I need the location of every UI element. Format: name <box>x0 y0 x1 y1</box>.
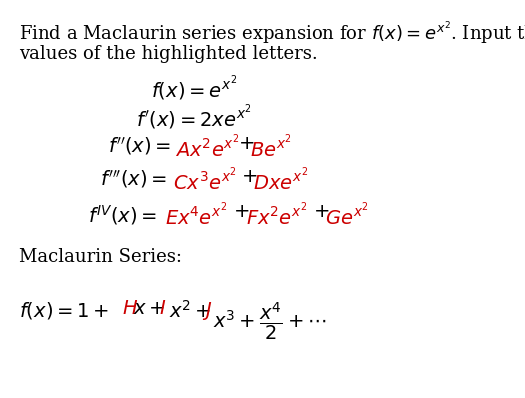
Text: $Be^{x^2}$: $Be^{x^2}$ <box>250 135 292 161</box>
Text: $+$: $+$ <box>238 135 255 153</box>
Text: values of the highlighted letters.: values of the highlighted letters. <box>19 45 318 63</box>
Text: Find a Maclaurin series expansion for $f(x) = e^{x^2}$. Input the: Find a Maclaurin series expansion for $f… <box>19 20 525 47</box>
Text: $Cx^3e^{x^2}$: $Cx^3e^{x^2}$ <box>173 168 237 194</box>
Text: $Ge^{x^2}$: $Ge^{x^2}$ <box>325 203 369 229</box>
Text: $x^2 + $: $x^2 + $ <box>169 300 212 322</box>
Text: $I$: $I$ <box>159 300 166 318</box>
Text: $H$: $H$ <box>122 300 138 318</box>
Text: $Ex^4e^{x^2}$: $Ex^4e^{x^2}$ <box>165 203 228 229</box>
Text: $Fx^2e^{x^2}$: $Fx^2e^{x^2}$ <box>246 203 307 229</box>
Text: $+$: $+$ <box>234 203 250 221</box>
Text: $f''(x) = $: $f''(x) = $ <box>108 135 172 157</box>
Text: $x^3 + \dfrac{x^4}{2} + \cdots$: $x^3 + \dfrac{x^4}{2} + \cdots$ <box>213 300 326 342</box>
Text: $+$: $+$ <box>241 168 257 186</box>
Text: $J$: $J$ <box>202 300 213 322</box>
Text: $+$: $+$ <box>313 203 329 221</box>
Text: $f(x) = e^{x^2}$: $f(x) = e^{x^2}$ <box>151 74 237 103</box>
Text: $f^{IV}(x) = $: $f^{IV}(x) = $ <box>88 203 156 227</box>
Text: $x + $: $x + $ <box>133 300 165 318</box>
Text: $f'(x) = 2xe^{x^2}$: $f'(x) = 2xe^{x^2}$ <box>135 103 251 132</box>
Text: $f'''(x) = $: $f'''(x) = $ <box>100 168 167 190</box>
Text: Maclaurin Series:: Maclaurin Series: <box>19 248 182 266</box>
Text: $f(x) = 1 + $: $f(x) = 1 + $ <box>19 300 109 321</box>
Text: $Ax^2e^{x^2}$: $Ax^2e^{x^2}$ <box>175 135 239 161</box>
Text: $Dxe^{x^2}$: $Dxe^{x^2}$ <box>253 168 308 194</box>
